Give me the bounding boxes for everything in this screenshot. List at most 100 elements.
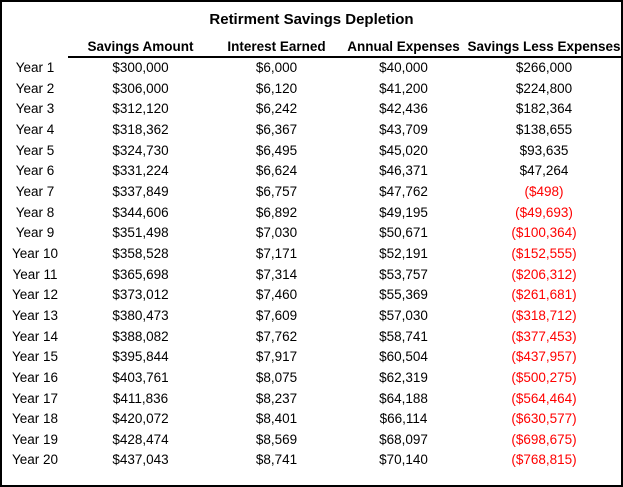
savings-less-expenses-cell: ($768,815) — [511, 452, 577, 468]
annual-expenses-cell: $53,757 — [379, 266, 428, 282]
savings-less-expenses-cell: ($100,364) — [511, 225, 577, 241]
row-label: Year 19 — [11, 431, 59, 447]
savings-amount-cell: $300,000 — [112, 60, 169, 75]
interest-earned-cell: $7,917 — [255, 349, 298, 365]
row-label: Year 5 — [15, 142, 55, 158]
savings-amount-cell: $411,836 — [112, 390, 169, 406]
interest-earned-cell: $8,569 — [255, 431, 298, 447]
interest-earned-cell: $8,075 — [255, 369, 298, 385]
row-label: Year 12 — [11, 287, 59, 303]
savings-less-expenses-cell: $93,635 — [519, 142, 569, 158]
annual-expenses-cell: $58,741 — [379, 328, 428, 344]
table-row: Year 10 $358,528 $7,171 $52,191 ($152,555) — [2, 244, 621, 265]
interest-earned-cell: $7,314 — [255, 266, 298, 282]
annual-expenses-cell: $41,200 — [379, 80, 428, 96]
interest-earned-cell: $6,757 — [255, 183, 298, 199]
interest-earned-cell: $8,741 — [255, 452, 298, 468]
table-row: Year 7 $337,849 $6,757 $47,762 ($498) — [2, 182, 621, 203]
interest-earned-cell: $7,609 — [255, 307, 298, 323]
savings-amount-cell: $324,730 — [112, 142, 169, 158]
savings-less-expenses-cell: ($377,453) — [511, 328, 577, 344]
savings-amount-cell: $428,474 — [112, 431, 169, 447]
header-annual-expenses: Annual Expenses — [340, 34, 467, 58]
savings-less-expenses-cell: ($498) — [524, 183, 564, 199]
annual-expenses-cell: $50,671 — [379, 225, 428, 241]
header-savings-amount: Savings Amount — [68, 34, 213, 58]
header-row: Savings Amount Interest Earned Annual Ex… — [2, 34, 621, 58]
header-interest-earned: Interest Earned — [213, 34, 340, 58]
savings-amount-cell: $318,362 — [112, 121, 169, 137]
annual-expenses-cell: $45,020 — [379, 142, 428, 158]
savings-amount-cell: $403,761 — [112, 369, 169, 385]
row-label: Year 2 — [15, 80, 55, 96]
row-label: Year 15 — [11, 349, 59, 365]
row-label: Year 6 — [15, 163, 55, 179]
savings-less-expenses-cell: ($261,681) — [511, 287, 577, 303]
annual-expenses-cell: $66,114 — [379, 411, 428, 427]
table-row: Year 2 $306,000 $6,120 $41,200 $224,800 — [2, 79, 621, 100]
interest-earned-cell: $6,242 — [255, 101, 298, 117]
annual-expenses-cell: $49,195 — [379, 204, 428, 220]
table-row: Year 12 $373,012 $7,460 $55,369 ($261,681) — [2, 285, 621, 306]
savings-amount-cell: $337,849 — [112, 183, 169, 199]
savings-amount-cell: $380,473 — [112, 307, 169, 323]
savings-amount-cell: $395,844 — [112, 349, 169, 365]
savings-less-expenses-cell: $266,000 — [515, 60, 573, 75]
interest-earned-cell: $7,460 — [255, 287, 298, 303]
row-label: Year 14 — [11, 328, 59, 344]
annual-expenses-cell: $55,369 — [379, 287, 428, 303]
savings-depletion-table: Savings Amount Interest Earned Annual Ex… — [2, 34, 621, 471]
interest-earned-cell: $6,624 — [255, 163, 298, 179]
row-label: Year 4 — [15, 121, 55, 137]
table-row: Year 20 $437,043 $8,741 $70,140 ($768,815) — [2, 450, 621, 471]
table-body: Year 1 $300,000 $6,000 $40,000 $266,000 Year … — [2, 57, 621, 471]
savings-amount-cell: $312,120 — [112, 101, 169, 117]
savings-less-expenses-cell: ($564,464) — [511, 390, 577, 406]
row-label: Year 10 — [11, 245, 59, 261]
savings-amount-cell: $420,072 — [112, 411, 169, 427]
annual-expenses-cell: $43,709 — [379, 121, 428, 137]
savings-amount-cell: $373,012 — [112, 287, 169, 303]
annual-expenses-cell: $64,188 — [379, 390, 428, 406]
savings-less-expenses-cell: ($206,312) — [511, 266, 577, 282]
savings-amount-cell: $344,606 — [112, 204, 169, 220]
annual-expenses-cell: $52,191 — [379, 245, 428, 261]
savings-less-expenses-cell: $138,655 — [515, 121, 573, 137]
table-row: Year 5 $324,730 $6,495 $45,020 $93,635 — [2, 141, 621, 162]
annual-expenses-cell: $46,371 — [379, 163, 428, 179]
interest-earned-cell: $6,120 — [255, 80, 298, 96]
savings-less-expenses-cell: ($698,675) — [511, 431, 577, 447]
savings-less-expenses-cell: $47,264 — [519, 163, 569, 179]
savings-amount-cell: $331,224 — [112, 163, 169, 179]
savings-amount-cell: $437,043 — [112, 452, 169, 468]
row-label: Year 11 — [12, 266, 58, 282]
interest-earned-cell: $6,000 — [255, 60, 298, 75]
row-label: Year 13 — [11, 307, 59, 323]
savings-less-expenses-cell: $224,800 — [515, 80, 573, 96]
savings-amount-cell: $388,082 — [112, 328, 169, 344]
annual-expenses-cell: $60,504 — [379, 349, 428, 365]
row-label: Year 8 — [15, 204, 55, 220]
annual-expenses-cell: $68,097 — [379, 431, 428, 447]
header-year — [2, 34, 68, 57]
savings-less-expenses-cell: ($500,275) — [511, 369, 577, 385]
row-label: Year 20 — [11, 452, 59, 468]
table-row: Year 8 $344,606 $6,892 $49,195 ($49,693) — [2, 203, 621, 224]
table-row: Year 4 $318,362 $6,367 $43,709 $138,655 — [2, 120, 621, 141]
row-label: Year 7 — [15, 183, 55, 199]
table-row: Year 13 $380,473 $7,609 $57,030 ($318,712) — [2, 306, 621, 327]
table-row: Year 3 $312,120 $6,242 $42,436 $182,364 — [2, 99, 621, 120]
table-row: Year 19 $428,474 $8,569 $68,097 ($698,675) — [2, 430, 621, 451]
interest-earned-cell: $6,892 — [255, 204, 298, 220]
page-title: Retirment Savings Depletion — [209, 11, 414, 28]
table-row: Year 17 $411,836 $8,237 $64,188 ($564,464) — [2, 389, 621, 410]
table-row: Year 15 $395,844 $7,917 $60,504 ($437,957) — [2, 347, 621, 368]
annual-expenses-cell: $62,319 — [379, 369, 428, 385]
interest-earned-cell: $6,367 — [255, 121, 298, 137]
annual-expenses-cell: $70,140 — [379, 452, 428, 468]
table-row: Year 6 $331,224 $6,624 $46,371 $47,264 — [2, 161, 621, 182]
interest-earned-cell: $8,401 — [255, 411, 298, 427]
table-row: Year 18 $420,072 $8,401 $66,114 ($630,577) — [2, 409, 621, 430]
annual-expenses-cell: $42,436 — [379, 101, 428, 117]
